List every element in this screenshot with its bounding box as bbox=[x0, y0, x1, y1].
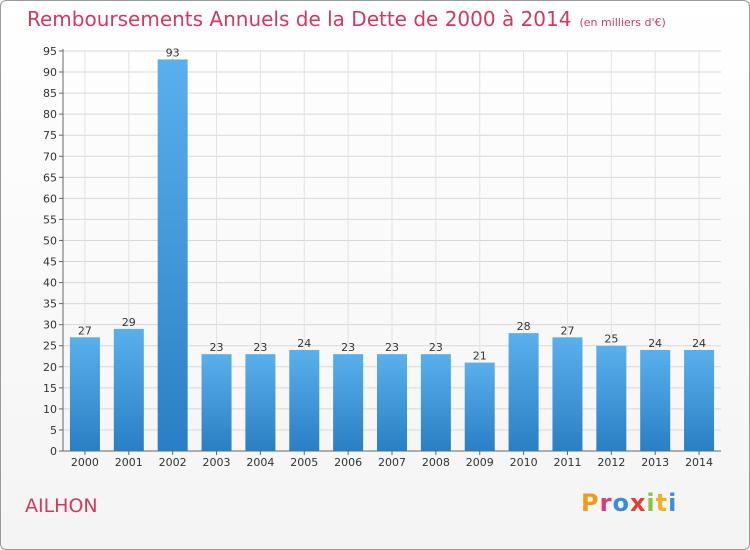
x-tick-label: 2014 bbox=[685, 456, 713, 469]
x-tick-label: 2011 bbox=[553, 456, 581, 469]
bar-value-label: 21 bbox=[473, 350, 487, 363]
commune-name: AILHON bbox=[25, 495, 98, 517]
bar-value-label: 29 bbox=[122, 316, 136, 329]
bar-value-label: 93 bbox=[166, 46, 180, 59]
axes: 0 5 10 15 20 25 30 35 40 45 50 55 60 65 70 75 80 85 90 95 20… bbox=[43, 45, 721, 469]
bar bbox=[333, 354, 364, 451]
bar-value-label: 24 bbox=[297, 337, 311, 350]
y-tick-label: 75 bbox=[43, 129, 57, 142]
bar-value-label: 23 bbox=[385, 341, 399, 354]
x-tick-label: 2002 bbox=[159, 456, 187, 469]
x-tick-label: 2012 bbox=[597, 456, 625, 469]
bar bbox=[245, 354, 276, 451]
chart-title-text: Remboursements Annuels de la Dette de 20… bbox=[27, 7, 572, 31]
bar-value-label: 27 bbox=[560, 324, 574, 337]
bar bbox=[113, 328, 144, 451]
logo-letter: t bbox=[655, 489, 669, 517]
x-tick-label: 2008 bbox=[422, 456, 450, 469]
y-tick-label: 35 bbox=[43, 298, 57, 311]
bar-value-label: 25 bbox=[604, 333, 618, 346]
y-tick-label: 50 bbox=[43, 234, 57, 247]
bar bbox=[684, 349, 715, 451]
bar bbox=[596, 345, 627, 451]
labels: 27 29 93 23 23 24 23 23 23 21 28 27 25 24 24 bbox=[78, 46, 706, 362]
x-tick-label: 2001 bbox=[115, 456, 143, 469]
bar-value-label: 24 bbox=[692, 337, 706, 350]
bar bbox=[640, 349, 671, 451]
logo-letter: o bbox=[612, 489, 630, 517]
y-tick-label: 15 bbox=[43, 382, 57, 395]
y-tick-label: 65 bbox=[43, 171, 57, 184]
x-tick-label: 2005 bbox=[290, 456, 318, 469]
bar-value-label: 24 bbox=[648, 337, 662, 350]
chart-unit: (en milliers d'€) bbox=[579, 16, 666, 29]
bar bbox=[552, 337, 583, 451]
y-tick-label: 40 bbox=[43, 277, 57, 290]
y-tick-label: 10 bbox=[43, 403, 57, 416]
y-tick-label: 80 bbox=[43, 108, 57, 121]
bar bbox=[377, 354, 407, 451]
logo-letter: P bbox=[581, 489, 600, 517]
bar-value-label: 27 bbox=[78, 324, 92, 337]
chart-title: Remboursements Annuels de la Dette de 20… bbox=[27, 7, 666, 31]
bars bbox=[69, 59, 715, 451]
y-tick-label: 90 bbox=[43, 66, 57, 79]
bar bbox=[69, 337, 100, 451]
logo-letter: i bbox=[646, 489, 656, 517]
x-tick-label: 2013 bbox=[641, 456, 669, 469]
y-tick-label: 30 bbox=[43, 319, 57, 332]
y-tick-label: 25 bbox=[43, 340, 57, 353]
bar bbox=[464, 362, 495, 451]
logo-letter: i bbox=[668, 489, 678, 517]
y-tick-label: 0 bbox=[50, 445, 57, 458]
x-tick-label: 2007 bbox=[378, 456, 406, 469]
bar-value-label: 23 bbox=[210, 341, 224, 354]
x-tick-label: 2006 bbox=[334, 456, 362, 469]
bar bbox=[201, 354, 232, 451]
y-tick-label: 5 bbox=[50, 424, 57, 437]
bar-value-label: 23 bbox=[253, 341, 267, 354]
bar bbox=[420, 354, 451, 451]
x-tick-label: 2003 bbox=[203, 456, 231, 469]
bar bbox=[508, 333, 539, 451]
bar-value-label: 28 bbox=[517, 320, 531, 333]
bar bbox=[289, 349, 320, 451]
x-tick-label: 2000 bbox=[71, 456, 99, 469]
y-tick-label: 95 bbox=[43, 45, 57, 58]
logo-letter: r bbox=[599, 489, 613, 517]
x-tick-label: 2004 bbox=[246, 456, 274, 469]
logo-letter: x bbox=[629, 489, 647, 517]
y-tick-label: 85 bbox=[43, 87, 57, 100]
y-tick-label: 70 bbox=[43, 150, 57, 163]
bar-value-label: 23 bbox=[341, 341, 355, 354]
bar-value-label: 23 bbox=[429, 341, 443, 354]
y-tick-label: 60 bbox=[43, 192, 57, 205]
x-tick-label: 2009 bbox=[466, 456, 494, 469]
bar bbox=[157, 59, 188, 451]
x-tick-label: 2010 bbox=[510, 456, 538, 469]
proxiti-logo: Proxiti bbox=[581, 489, 677, 517]
y-tick-label: 20 bbox=[43, 361, 57, 374]
y-tick-label: 45 bbox=[43, 256, 57, 269]
y-tick-label: 55 bbox=[43, 213, 57, 226]
